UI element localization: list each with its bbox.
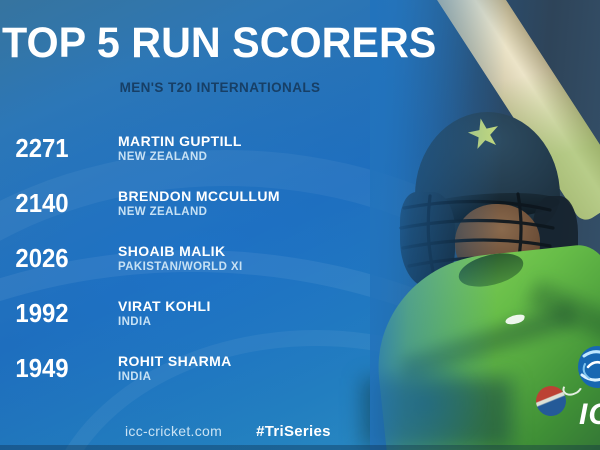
- player-name: BRENDON MCCULLUM: [118, 188, 280, 204]
- player-team: INDIA: [118, 371, 152, 383]
- player-name: VIRAT KOHLI: [118, 298, 211, 314]
- runs-value: 2026: [15, 242, 69, 273]
- icc-wordmark-partial: IC: [579, 398, 600, 431]
- hashtag-text: #TriSeries: [256, 423, 331, 440]
- player-team: NEW ZEALAND: [118, 206, 208, 218]
- website-text: icc-cricket.com: [125, 423, 223, 439]
- list-item: 1949 ROHIT SHARMA INDIA: [0, 352, 280, 384]
- list-item: 2271 MARTIN GUPTILL NEW ZEALAND: [0, 132, 280, 164]
- player-name: ROHIT SHARMA: [118, 353, 232, 369]
- player-team: NEW ZEALAND: [118, 151, 208, 163]
- runs-value: 2140: [15, 187, 69, 218]
- player-team: INDIA: [118, 316, 152, 328]
- runs-value: 2271: [15, 132, 69, 163]
- runs-value: 1992: [15, 297, 69, 328]
- player-name: SHOAIB MALIK: [118, 243, 226, 259]
- list-item: 2140 BRENDON MCCULLUM NEW ZEALAND: [0, 187, 280, 219]
- player-name: MARTIN GUPTILL: [118, 133, 242, 149]
- bottom-edge-strip: [0, 445, 600, 450]
- player-team: PAKISTAN/WORLD XI: [118, 261, 243, 273]
- page-title: TOP 5 RUN SCORERS: [2, 19, 437, 67]
- footer: icc-cricket.com #TriSeries: [125, 423, 331, 440]
- list-item: 1992 VIRAT KOHLI INDIA: [0, 297, 280, 329]
- runs-value: 1949: [15, 352, 69, 383]
- list-item: 2026 SHOAIB MALIK PAKISTAN/WORLD XI: [0, 242, 280, 274]
- batsman-photo: ★: [362, 0, 600, 450]
- page-subtitle: MEN'S T20 INTERNATIONALS: [119, 80, 321, 95]
- run-scorers-list: 2271 MARTIN GUPTILL NEW ZEALAND 2140 BRE…: [0, 132, 280, 384]
- jersey-teal-shadow: [364, 356, 484, 450]
